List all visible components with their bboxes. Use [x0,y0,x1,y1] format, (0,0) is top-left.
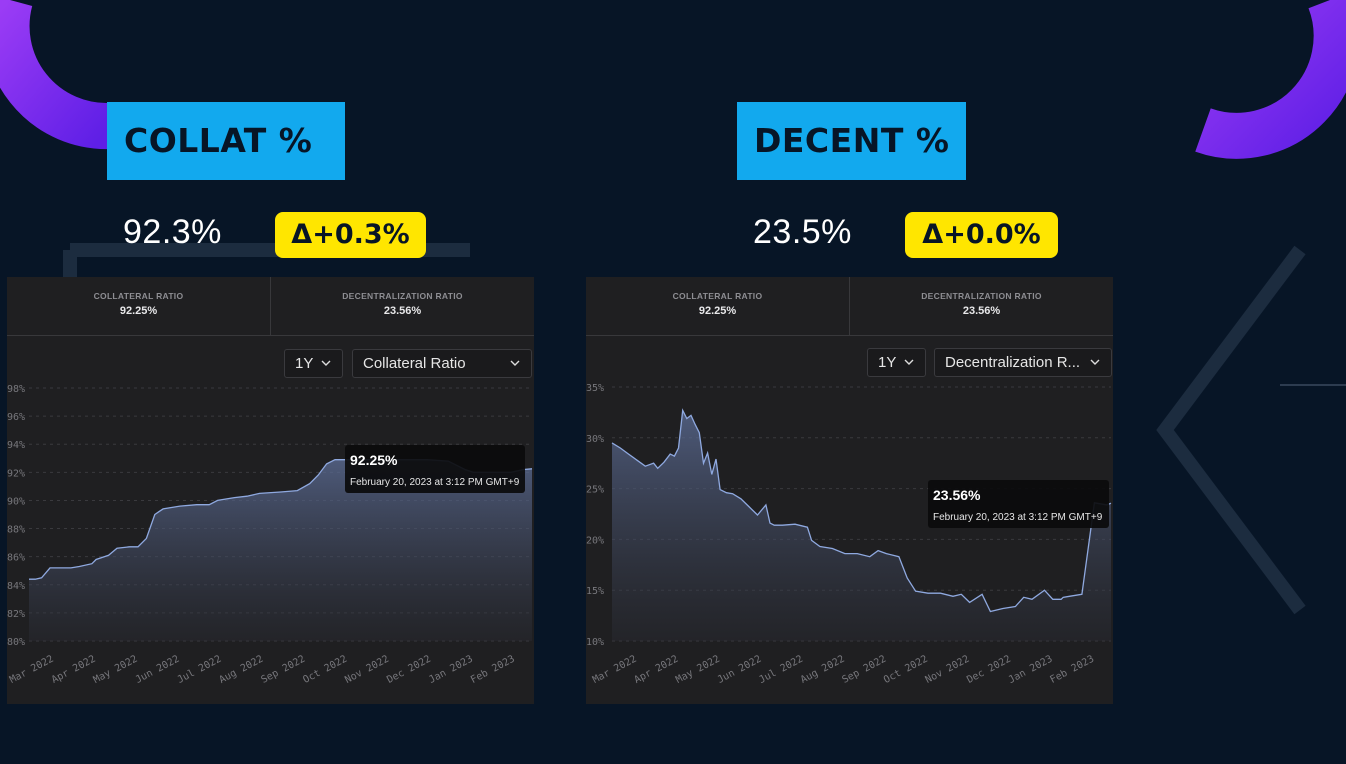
x-tick-label: Jun 2022 [716,654,764,686]
stat-label: DECENTRALIZATION RATIO [342,291,463,301]
chart-tooltip: 23.56% February 20, 2023 at 3:12 PM GMT+9 [928,480,1109,528]
y-tick-label: 30% [586,434,604,445]
x-tick-label: Jun 2022 [134,654,182,686]
range-select[interactable]: 1Y [284,349,343,378]
stat-value: 23.56% [962,305,1001,317]
stat-value: 92.25% [698,305,737,317]
chevron-down-icon [1090,359,1100,365]
stat-label: COLLATERAL RATIO [93,291,184,301]
x-tick-label: Jan 2023 [427,654,475,686]
x-tick-label: Aug 2022 [218,654,266,686]
collateral-ratio-stat: COLLATERAL RATIO 92.25% [586,277,849,335]
decentralization-chart-panel: COLLATERAL RATIO 92.25% DECENTRALIZATION… [586,277,1113,704]
decent-delta-badge: Δ+0.0% [905,212,1058,258]
collat-delta-badge: Δ+0.3% [275,212,426,258]
y-tick-label: 20% [586,535,604,546]
tooltip-value: 92.25% [350,452,398,468]
x-tick-label: Feb 2023 [1048,654,1096,686]
decent-label: DECENT % [737,102,966,180]
x-tick-label: Jan 2023 [1007,654,1055,686]
y-tick-label: 88% [7,525,25,536]
collateral-ratio-stat: COLLATERAL RATIO 92.25% [7,277,270,335]
x-tick-label: Apr 2022 [633,654,681,686]
collateral-chart-panel: COLLATERAL RATIO 92.25% DECENTRALIZATION… [7,277,534,704]
stat-label: DECENTRALIZATION RATIO [921,291,1042,301]
x-tick-label: Dec 2022 [385,654,433,686]
x-tick-label: Dec 2022 [965,654,1013,686]
stat-label: COLLATERAL RATIO [672,291,763,301]
series-area [29,459,532,641]
panel-stats-header: COLLATERAL RATIO 92.25% DECENTRALIZATION… [7,277,534,336]
range-select-value: 1Y [295,355,314,372]
y-tick-label: 90% [7,496,25,507]
panel-stats-header: COLLATERAL RATIO 92.25% DECENTRALIZATION… [586,277,1113,336]
x-tick-label: May 2022 [92,654,140,686]
purple-arc-left [0,0,111,150]
y-tick-label: 84% [7,581,25,592]
collat-value: 92.3% [123,213,222,251]
y-tick-label: 82% [7,609,25,620]
x-tick-label: Jul 2022 [757,654,805,686]
tooltip-value: 23.56% [933,487,981,503]
metric-select[interactable]: Collateral Ratio [352,349,532,378]
x-tick-label: Jul 2022 [176,654,224,686]
stat-value: 92.25% [119,305,158,317]
y-tick-label: 92% [7,468,25,479]
y-tick-label: 86% [7,553,25,564]
y-tick-label: 94% [7,440,25,451]
metric-select-value: Decentralization R... [945,354,1081,371]
x-tick-label: Nov 2022 [343,654,391,686]
chevron-down-icon [510,360,520,366]
range-select-value: 1Y [878,354,897,371]
x-tick-label: Aug 2022 [799,654,847,686]
y-tick-label: 98% [7,384,25,395]
y-tick-label: 25% [586,485,604,496]
chart-tooltip: 92.25% February 20, 2023 at 3:12 PM GMT+9 [345,445,525,493]
y-tick-label: 96% [7,412,25,423]
x-tick-label: Mar 2022 [591,654,639,686]
series-line [611,408,1112,613]
metric-select-value: Collateral Ratio [363,355,466,372]
x-tick-label: May 2022 [674,654,722,686]
x-tick-label: Apr 2022 [50,654,98,686]
x-tick-label: Oct 2022 [882,654,930,686]
decentralization-ratio-stat: DECENTRALIZATION RATIO 23.56% [849,277,1113,335]
y-tick-label: 15% [586,586,604,597]
purple-arc-right [1195,0,1346,159]
x-tick-label: Sep 2022 [259,654,307,686]
tooltip-date: February 20, 2023 at 3:12 PM GMT+9 [933,512,1103,523]
y-tick-label: 35% [586,383,604,394]
collat-label: COLLAT % [107,102,345,180]
collateral-ratio-chart: 80% 82% 84% 86% 88% 90% 92% 94% 96% 98% Mar 2022Ap… [7,384,533,686]
stat-value: 23.56% [383,305,422,317]
x-tick-label: Sep 2022 [840,654,888,686]
series-area [612,410,1111,641]
tooltip-date: February 20, 2023 at 3:12 PM GMT+9 [350,477,520,488]
decent-value: 23.5% [753,213,852,251]
decentralization-ratio-stat: DECENTRALIZATION RATIO 23.56% [270,277,534,335]
y-tick-label: 10% [586,637,604,648]
x-tick-label: Oct 2022 [301,654,349,686]
x-tick-label: Mar 2022 [8,654,56,686]
x-tick-label: Nov 2022 [924,654,972,686]
x-tick-label: Feb 2023 [469,654,517,686]
chevron-down-icon [321,360,331,366]
y-tick-label: 80% [7,637,25,648]
chevron-down-icon [904,359,914,365]
range-select[interactable]: 1Y [867,348,926,377]
metric-select[interactable]: Decentralization R... [934,348,1112,377]
